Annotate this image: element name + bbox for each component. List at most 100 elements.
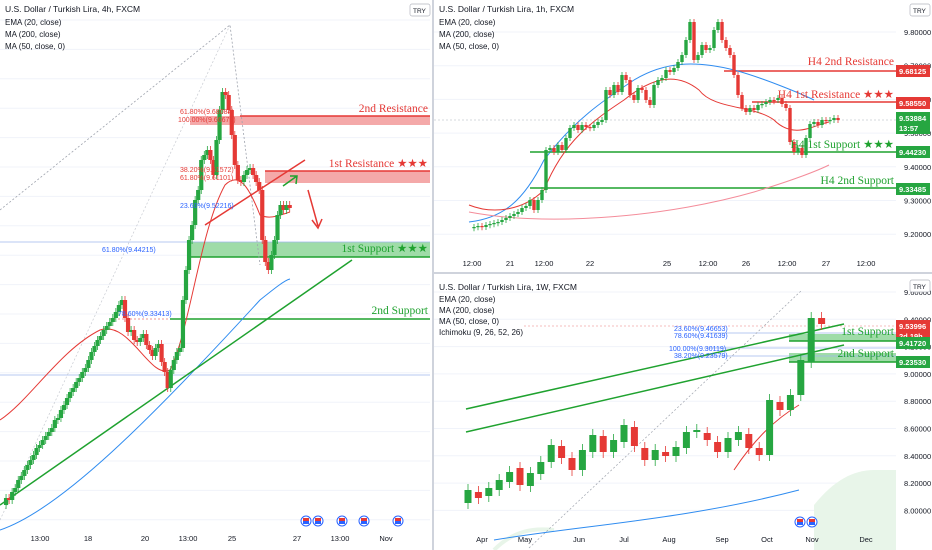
candle xyxy=(616,85,620,92)
candle xyxy=(220,92,225,110)
candle xyxy=(800,148,804,155)
x-axis-tick: 25 xyxy=(663,259,671,268)
flag-event-icon[interactable] xyxy=(358,515,370,527)
label-1st-support: 1st Support ★★★ xyxy=(341,243,428,255)
svg-text:9.53884: 9.53884 xyxy=(899,114,927,123)
indicator-ema-1h[interactable]: EMA (20, close) xyxy=(439,18,496,27)
fib-drawing xyxy=(0,24,261,266)
flag-event-icon[interactable] xyxy=(806,516,818,528)
indicator-ma50-1h[interactable]: MA (50, close, 0) xyxy=(439,42,499,51)
candle xyxy=(610,440,618,452)
right-column: H4 2nd Resistance H4 1st Resistance ★★★ … xyxy=(434,0,932,550)
y-axis-tick: 9.60000 xyxy=(904,288,931,297)
panel-divider-vertical[interactable] xyxy=(432,0,434,550)
candle xyxy=(620,425,628,442)
indicator-ema[interactable]: EMA (20, close) xyxy=(5,18,62,27)
flag-event-icon[interactable] xyxy=(312,515,324,527)
flag-event-icon[interactable] xyxy=(392,515,404,527)
candle xyxy=(190,225,195,240)
candle xyxy=(734,432,742,440)
candle xyxy=(125,318,131,332)
flag-event-icon[interactable] xyxy=(336,515,348,527)
y-axis-tick: 9.40000 xyxy=(904,315,931,324)
candle xyxy=(474,492,482,498)
ema20-line-1h xyxy=(468,78,830,211)
chart-title-1w: U.S. Dollar / Turkish Lira, 1W, FXCM xyxy=(439,282,577,292)
candle xyxy=(704,45,708,50)
candle xyxy=(668,70,672,72)
candle xyxy=(768,100,772,102)
y-axis-tick: 9.20000 xyxy=(904,230,931,239)
candle xyxy=(484,225,488,227)
candle xyxy=(464,490,472,503)
candle xyxy=(263,240,268,262)
fib-label: 38.20%(9.23579) xyxy=(674,353,728,360)
candle xyxy=(788,108,792,142)
svg-text:TRY: TRY xyxy=(413,8,427,15)
fib-label: 23.60%(9.46653) xyxy=(674,326,728,333)
indicator-ichimoku-1w[interactable]: Ichimoku (9, 26, 52, 26) xyxy=(439,328,523,337)
candle xyxy=(724,438,732,452)
candle xyxy=(269,255,274,270)
candle xyxy=(135,340,140,342)
indicator-ma200[interactable]: MA (200, close) xyxy=(5,30,61,39)
fib-label: 61.80%(9.44215) xyxy=(102,247,156,254)
x-axis-tick: Aug xyxy=(662,535,675,544)
candle xyxy=(580,125,584,130)
candle xyxy=(95,340,100,346)
candle xyxy=(183,270,189,300)
x-axis-tick: 12:00 xyxy=(778,259,797,268)
candle xyxy=(77,378,82,382)
flag-event-icon[interactable] xyxy=(794,516,806,528)
x-axis-tick: May xyxy=(518,535,532,544)
candle xyxy=(728,48,732,55)
x-axis-tick: 26 xyxy=(742,259,750,268)
svg-text:TRY: TRY xyxy=(913,284,927,291)
candle xyxy=(776,98,780,100)
svg-text:TRY: TRY xyxy=(913,8,927,15)
candle xyxy=(748,108,752,112)
x-axis-tick: 12:00 xyxy=(699,259,718,268)
price-tag: 9.58550 xyxy=(896,97,930,109)
candle xyxy=(180,300,186,348)
svg-text:9.33485: 9.33485 xyxy=(899,185,926,194)
candle xyxy=(612,85,616,95)
chart-panel-4h[interactable]: 2nd Resistance 1st Resistance ★★★ 1st Su… xyxy=(0,0,432,550)
candle xyxy=(504,218,508,220)
candle xyxy=(672,447,680,456)
fib-label: 38.20%(9.61572) xyxy=(180,167,234,174)
candle xyxy=(52,420,57,428)
currency-badge: TRY xyxy=(909,279,931,293)
candle xyxy=(560,145,564,150)
label-2nd-resistance: 2nd Resistance xyxy=(359,103,428,115)
y-axis-tick: 9.40000 xyxy=(904,163,931,172)
candle xyxy=(596,122,600,125)
candle xyxy=(772,100,776,102)
indicator-ma50[interactable]: MA (50, close, 0) xyxy=(5,42,65,51)
price-tag: 9.23530 xyxy=(896,356,930,368)
panel-divider-horizontal[interactable] xyxy=(434,272,932,274)
candle xyxy=(836,118,840,120)
indicator-ma200-1w[interactable]: MA (200, close) xyxy=(439,306,495,315)
candle xyxy=(628,80,632,95)
candle xyxy=(165,372,170,388)
candle xyxy=(132,330,137,340)
label-1st-resistance: 1st Resistance ★★★ xyxy=(329,158,428,170)
indicator-ma50-1w[interactable]: MA (50, close, 0) xyxy=(439,317,499,326)
indicator-ema-1w[interactable]: EMA (20, close) xyxy=(439,295,496,304)
candle xyxy=(241,175,247,182)
candle xyxy=(171,360,176,370)
candle xyxy=(592,125,596,128)
candle xyxy=(708,48,712,50)
candle xyxy=(147,345,152,350)
zone-1st-support-1w xyxy=(789,334,896,341)
candle xyxy=(760,104,764,106)
candle xyxy=(110,318,115,322)
indicator-ma200-1h[interactable]: MA (200, close) xyxy=(439,30,495,39)
candle xyxy=(266,262,271,270)
candle xyxy=(107,322,112,326)
flag-event-icon[interactable] xyxy=(300,515,312,527)
trendline-1w-b xyxy=(465,344,845,433)
candle xyxy=(608,90,612,95)
candle xyxy=(34,448,39,455)
